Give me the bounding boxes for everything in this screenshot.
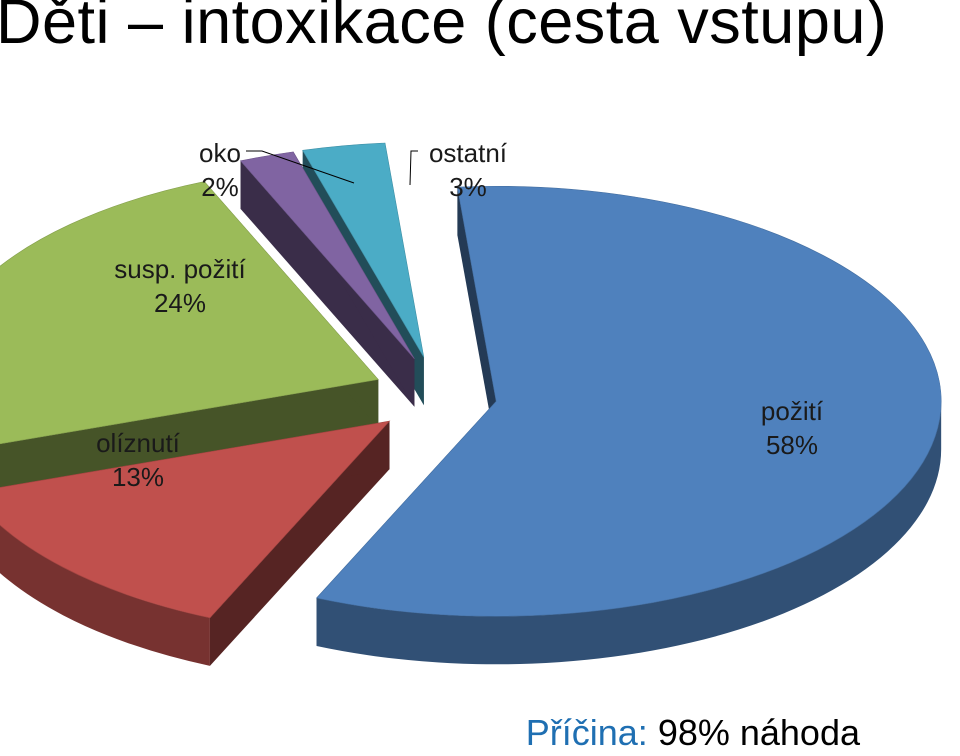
slice-side-2-face-0 — [0, 379, 379, 492]
footer-note: Příčina: 98% náhoda — [526, 712, 860, 754]
data-label-category: ostatní — [429, 138, 508, 168]
footer-value: 98% náhoda — [657, 712, 860, 753]
slice-side-0-rim — [316, 401, 942, 665]
footer-label: Příčina: — [525, 712, 648, 753]
data-label-category: požití — [761, 396, 824, 426]
slice-side-0-face-0 — [457, 187, 497, 450]
leader-line-3 — [246, 150, 355, 184]
slice-ostatní — [302, 142, 425, 358]
data-label-category: susp. požití — [114, 254, 246, 284]
slice-susp--požití — [0, 181, 379, 445]
slice-side-3-face-0 — [240, 160, 415, 407]
slice-olíznutí — [0, 420, 391, 619]
data-label-value: 13% — [112, 462, 164, 492]
slice-požití — [316, 185, 942, 617]
slide-title: Děti – intoxikace (cesta vstupu) — [0, 0, 888, 57]
data-label-value: 24% — [154, 288, 206, 318]
leader-line-4 — [409, 150, 418, 186]
data-label-category: olíznutí — [96, 428, 181, 458]
data-label-value: 3% — [449, 172, 487, 202]
data-label-value: 2% — [201, 172, 239, 202]
slice-oko — [239, 151, 415, 359]
data-label-value: 58% — [766, 430, 818, 460]
slice-side-1-rim — [0, 525, 210, 666]
slice-side-1-face-0 — [209, 421, 390, 666]
data-label-category: oko — [199, 138, 241, 168]
